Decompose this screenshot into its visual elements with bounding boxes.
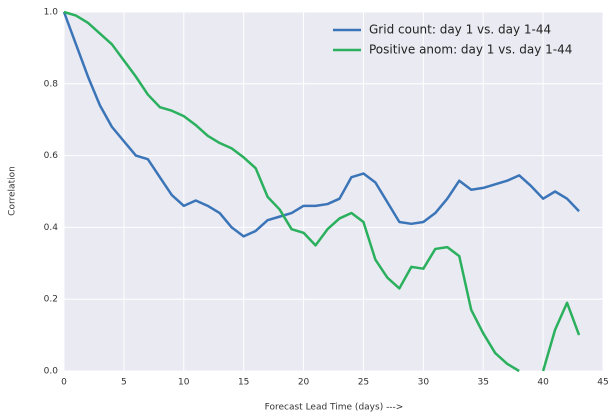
y-tick-label: 0.2 [44,295,58,305]
x-tick-label: 10 [178,378,190,388]
x-tick-label: 40 [537,378,549,388]
y-tick-label: 1.0 [44,8,59,18]
x-tick-label: 5 [121,378,127,388]
y-tick-label: 0.6 [44,151,59,161]
x-axis-label: Forecast Lead Time (days) ---> [265,403,404,413]
x-tick-label: 45 [597,378,608,388]
x-tick-label: 25 [358,378,369,388]
legend-label: Positive anom: day 1 vs. day 1-44 [369,43,572,57]
series-line [63,10,581,373]
series-line [62,11,580,238]
x-tick-label: 20 [298,378,310,388]
x-tick-label: 0 [61,378,67,388]
plot-area [64,12,603,371]
y-tick-label: 0.8 [44,79,59,89]
x-tick-label: 35 [477,378,488,388]
y-tick-label: 0.0 [44,367,59,377]
x-tick-label: 30 [418,378,430,388]
y-axis-label: Correlation [8,166,18,216]
legend-label: Grid count: day 1 vs. day 1-44 [369,23,551,37]
x-tick-label: 15 [238,378,249,388]
y-tick-label: 0.4 [44,223,59,233]
